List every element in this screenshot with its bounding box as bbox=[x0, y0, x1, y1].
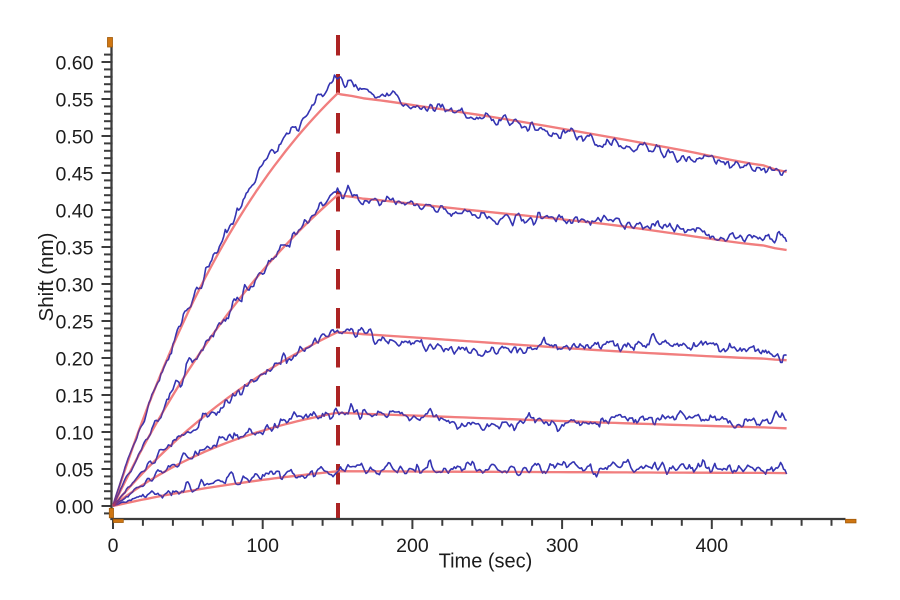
svg-text:0.30: 0.30 bbox=[56, 275, 94, 297]
svg-text:0.25: 0.25 bbox=[56, 312, 94, 334]
svg-text:400: 400 bbox=[696, 535, 729, 557]
svg-text:0.20: 0.20 bbox=[56, 349, 94, 371]
svg-text:Time (sec): Time (sec) bbox=[439, 551, 533, 573]
svg-text:0.55: 0.55 bbox=[56, 90, 94, 112]
svg-text:0.00: 0.00 bbox=[56, 497, 94, 519]
svg-text:0.45: 0.45 bbox=[56, 164, 94, 186]
svg-text:0.35: 0.35 bbox=[56, 238, 94, 260]
svg-text:0.15: 0.15 bbox=[56, 386, 94, 408]
svg-text:100: 100 bbox=[246, 535, 279, 557]
svg-text:Shift (nm): Shift (nm) bbox=[35, 233, 58, 322]
svg-text:0: 0 bbox=[108, 535, 119, 557]
svg-text:0.40: 0.40 bbox=[56, 201, 94, 223]
svg-text:0.05: 0.05 bbox=[56, 460, 94, 482]
svg-text:0.50: 0.50 bbox=[56, 127, 94, 149]
svg-text:300: 300 bbox=[546, 535, 579, 557]
svg-text:0.60: 0.60 bbox=[56, 53, 94, 75]
svg-text:200: 200 bbox=[396, 535, 429, 557]
svg-text:0.10: 0.10 bbox=[56, 423, 94, 445]
